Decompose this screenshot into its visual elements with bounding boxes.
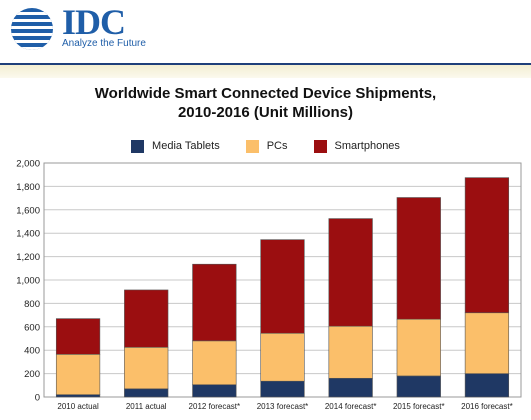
chart-title-line1: Worldwide Smart Connected Device Shipmen… — [94, 85, 437, 102]
bar-smartphones — [260, 239, 305, 334]
y-tick-label: 1,200 — [16, 252, 40, 263]
bar-media-tablets — [124, 388, 169, 398]
x-tick-label: 2015 forecast* — [393, 402, 445, 411]
legend-swatch-pcs — [245, 139, 259, 153]
bar-smartphones — [124, 289, 169, 348]
legend-swatch-smartphones — [313, 139, 327, 153]
bar-pcs — [55, 353, 101, 395]
x-tick-label: 2011 actual — [126, 402, 167, 411]
y-tick-label: 1,400 — [16, 229, 40, 240]
bar-smartphones — [396, 197, 441, 320]
chart-title: Worldwide Smart Connected Device Shipmen… — [0, 84, 531, 122]
x-tick-label: 2014 forecast* — [325, 402, 377, 411]
bar-pcs — [260, 332, 305, 382]
legend-item-pcs: PCs — [245, 138, 288, 154]
bar-media-tablets — [328, 377, 373, 398]
bar-smartphones — [55, 318, 101, 355]
y-tick-label: 200 — [24, 369, 40, 380]
x-tick-label: 2010 actual — [57, 402, 99, 411]
bar-smartphones — [464, 177, 510, 314]
legend-item-media-tablets: Media Tablets — [131, 138, 220, 154]
chart-title-line2: 2010-2016 (Unit Millions) — [177, 104, 354, 121]
legend-item-smartphones: Smartphones — [313, 138, 400, 154]
y-tick-label: 1,000 — [16, 276, 40, 287]
x-tick-label: 2012 forecast* — [189, 402, 241, 411]
bar-pcs — [124, 346, 169, 390]
bar-media-tablets — [396, 375, 441, 398]
logo-text: IDC — [62, 2, 126, 42]
bar-smartphones — [192, 263, 237, 342]
bar-media-tablets — [55, 394, 101, 398]
legend-label-smartphones: Smartphones — [334, 140, 400, 152]
bar-media-tablets — [192, 384, 237, 398]
idc-logo-icon — [11, 8, 53, 50]
header: IDC Analyze the Future — [0, 0, 531, 62]
bar-media-tablets — [260, 380, 305, 398]
header-stripe — [0, 63, 531, 78]
legend-label-pcs: PCs — [266, 140, 288, 152]
x-tick-label: 2016 forecast* — [461, 402, 513, 411]
bar-media-tablets — [464, 373, 510, 398]
bar-pcs — [328, 325, 373, 379]
bar-pcs — [464, 312, 510, 374]
bar-pcs — [192, 340, 237, 386]
y-tick-label: 0 — [35, 393, 40, 404]
y-tick-label: 400 — [24, 346, 40, 357]
x-tick-label: 2013 forecast* — [257, 402, 309, 411]
chart-legend: Media Tablets PCs Smartphones — [0, 138, 531, 154]
bar-smartphones — [328, 218, 373, 327]
logo-tagline: Analyze the Future — [62, 38, 146, 49]
y-tick-label: 1,800 — [16, 182, 40, 193]
legend-swatch-media-tablets — [131, 139, 145, 153]
y-tick-label: 800 — [24, 299, 40, 310]
y-tick-label: 1,600 — [16, 205, 40, 216]
y-tick-label: 600 — [24, 322, 40, 333]
bar-pcs — [396, 318, 441, 377]
legend-label-media-tablets: Media Tablets — [152, 140, 220, 152]
y-tick-label: 2,000 — [16, 159, 40, 170]
